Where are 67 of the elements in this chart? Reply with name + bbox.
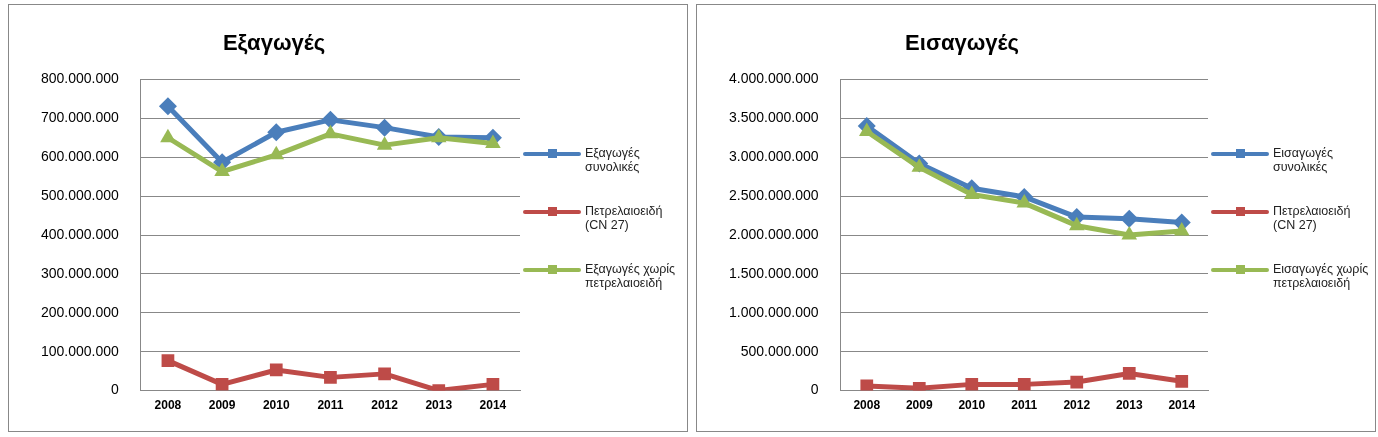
legend-label: Πετρελαιοειδή (CN 27) <box>1273 204 1352 232</box>
y-tick-label: 2.000.000.000 <box>729 225 819 242</box>
chart-title: Εισαγωγές <box>905 30 1019 56</box>
x-tick-label: 2010 <box>262 398 290 413</box>
point <box>321 110 340 129</box>
y-tick-label: 500.000.000 <box>41 186 120 203</box>
point <box>378 367 391 381</box>
point <box>269 363 283 377</box>
y-tick-label: 2.500.000.000 <box>729 186 819 203</box>
point <box>485 134 501 149</box>
point <box>324 371 337 384</box>
point <box>267 123 286 142</box>
y-tick-label: 700.000.000 <box>41 109 120 126</box>
y-tick-label: 100.000.000 <box>41 342 120 359</box>
point <box>486 378 500 391</box>
legend-label: Εξαγωγές συνολικές <box>585 146 641 174</box>
point <box>158 97 177 116</box>
x-tick-label: 2010 <box>958 398 986 413</box>
x-tick-label: 2012 <box>371 398 399 413</box>
point <box>268 145 285 160</box>
point <box>215 378 229 391</box>
point <box>860 379 874 391</box>
y-tick-label: 1.500.000.000 <box>729 264 819 281</box>
point <box>1122 367 1136 380</box>
x-tick-label: 2014 <box>1168 398 1196 413</box>
point <box>160 128 176 143</box>
point <box>375 118 394 137</box>
point <box>963 185 980 200</box>
y-tick-label: 3.000.000.000 <box>729 148 819 165</box>
x-tick-label: 2012 <box>1063 398 1091 413</box>
point <box>1070 375 1084 389</box>
y-tick-label: 0 <box>111 381 120 398</box>
point <box>858 122 875 137</box>
y-tick-label: 4.000.000.000 <box>729 70 819 87</box>
point <box>1175 374 1189 388</box>
x-tick-label: 2008 <box>853 398 881 413</box>
y-tick-label: 600.000.000 <box>41 148 120 165</box>
x-tick-label: 2008 <box>154 398 182 413</box>
y-tick-label: 300.000.000 <box>41 264 120 281</box>
point <box>1121 226 1138 240</box>
chart-title: Εξαγωγές <box>222 30 326 56</box>
legend-label: Πετρελαιοειδή (CN 27) <box>585 204 664 232</box>
y-tick-label: 800.000.000 <box>41 70 120 87</box>
legend-label: Εισαγωγές συνολικές <box>1273 146 1334 174</box>
point <box>1068 216 1085 231</box>
y-tick-label: 3.500.000.000 <box>729 109 819 126</box>
x-tick-label: 2013 <box>425 398 453 413</box>
legend-label: Εισαγωγές χωρίς πετρελαιοειδή <box>1273 262 1370 290</box>
point <box>214 162 230 177</box>
point <box>1173 222 1190 236</box>
y-tick-label: 200.000.000 <box>41 303 120 320</box>
y-tick-label: 500.000.000 <box>740 342 819 359</box>
y-tick-label: 1.000.000.000 <box>729 303 819 320</box>
x-tick-label: 2014 <box>479 398 507 413</box>
point <box>965 378 979 391</box>
y-tick-label: 0 <box>810 381 819 398</box>
point <box>161 354 175 368</box>
x-tick-label: 2013 <box>1115 398 1143 413</box>
point <box>1017 378 1031 391</box>
x-tick-label: 2009 <box>905 398 933 413</box>
x-tick-label: 2011 <box>1011 398 1038 413</box>
point <box>1120 209 1139 228</box>
point <box>376 136 393 150</box>
y-tick-label: 400.000.000 <box>41 225 120 242</box>
x-tick-label: 2009 <box>208 398 236 413</box>
legend-label: Εξαγωγές χωρίς πετρελαιοειδή <box>585 262 677 290</box>
x-tick-label: 2011 <box>317 398 344 413</box>
